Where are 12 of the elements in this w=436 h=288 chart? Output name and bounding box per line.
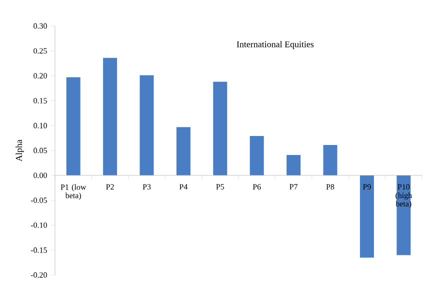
bar (360, 175, 374, 258)
bar (103, 58, 118, 176)
bar (140, 75, 154, 176)
bar (250, 136, 264, 176)
bar (286, 154, 301, 176)
y-axis-title: Alpha (16, 140, 24, 162)
bar (213, 82, 228, 176)
bar (66, 77, 80, 176)
bar (323, 145, 338, 176)
bar (396, 175, 411, 256)
bar (176, 127, 190, 176)
text: International Equities (236, 40, 314, 50)
